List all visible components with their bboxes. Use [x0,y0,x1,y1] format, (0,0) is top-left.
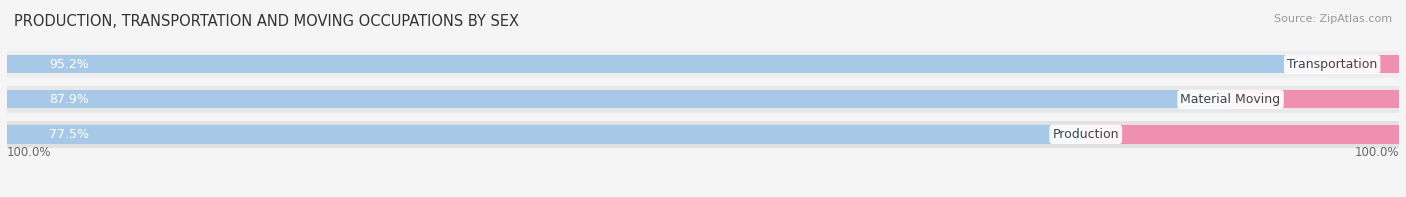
Legend: Male, Female: Male, Female [640,193,766,197]
Text: 77.5%: 77.5% [49,128,89,141]
Text: 87.9%: 87.9% [49,93,89,106]
Text: Source: ZipAtlas.com: Source: ZipAtlas.com [1274,14,1392,24]
Bar [7,86,1399,113]
Bar [1085,125,1399,143]
Bar [7,121,1399,148]
Text: Production: Production [1053,128,1119,141]
Bar [1331,55,1399,73]
Text: Material Moving: Material Moving [1181,93,1281,106]
Bar [7,51,1399,78]
Text: Transportation: Transportation [1286,58,1378,71]
Text: 95.2%: 95.2% [49,58,89,71]
Text: 100.0%: 100.0% [1354,146,1399,159]
Text: PRODUCTION, TRANSPORTATION AND MOVING OCCUPATIONS BY SEX: PRODUCTION, TRANSPORTATION AND MOVING OC… [14,14,519,29]
Bar [7,55,1331,73]
Bar [1230,90,1399,109]
Bar [7,125,1085,143]
Bar [7,90,1230,109]
Text: 100.0%: 100.0% [7,146,52,159]
